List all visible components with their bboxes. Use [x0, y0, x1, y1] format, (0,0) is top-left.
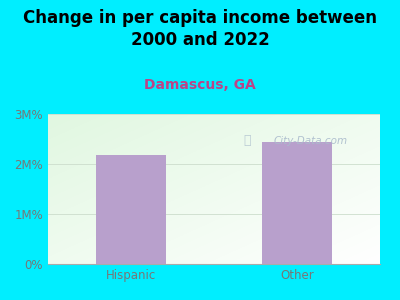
Text: Change in per capita income between
2000 and 2022: Change in per capita income between 2000… — [23, 9, 377, 49]
Bar — [96, 155, 166, 264]
Bar — [262, 142, 332, 264]
Text: City-Data.com: City-Data.com — [274, 136, 348, 146]
Text: Damascus, GA: Damascus, GA — [144, 78, 256, 92]
Text: ⦿: ⦿ — [244, 134, 251, 148]
